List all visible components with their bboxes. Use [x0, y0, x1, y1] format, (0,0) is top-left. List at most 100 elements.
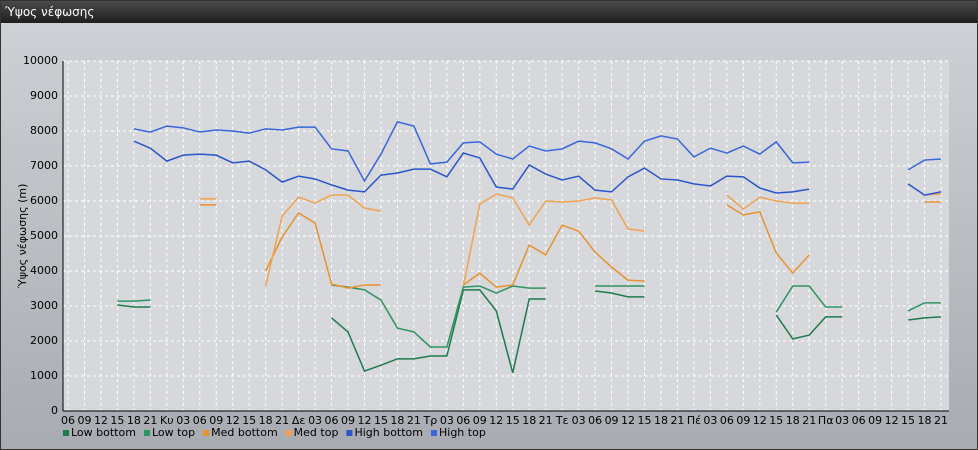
- x-tick-label: Κυ: [160, 414, 174, 427]
- chart: Ύψος νέφωσης (m) 0 1000 2000 3000 4000 5000 60…: [16, 54, 949, 439]
- series-line: [775, 314, 843, 340]
- x-tick-label: 03: [703, 414, 717, 427]
- series-line: [133, 121, 810, 183]
- x-tick-label: 12: [489, 414, 503, 427]
- legend-label: High top: [439, 426, 486, 439]
- y-tick-label: 1000: [30, 369, 58, 382]
- legend-swatch: [203, 430, 210, 436]
- x-tick-label: 15: [110, 414, 124, 427]
- x-tick-label: 21: [934, 414, 948, 427]
- x-tick-label: 09: [736, 414, 750, 427]
- series-line: [907, 302, 941, 312]
- legend-swatch: [431, 430, 437, 436]
- x-tick-label: 06: [720, 414, 734, 427]
- series-line: [462, 193, 645, 287]
- series-line: [775, 285, 843, 313]
- x-tick-label: 09: [209, 414, 223, 427]
- series-line: [726, 194, 810, 211]
- x-tick-label: 12: [885, 414, 899, 427]
- series-line: [117, 304, 151, 308]
- x-tick-label: 21: [407, 414, 421, 427]
- x-tick-label: 12: [226, 414, 240, 427]
- x-tick-label: 15: [638, 414, 652, 427]
- x-tick-label: 12: [621, 414, 635, 427]
- x-tick-label: Τε: [555, 414, 569, 427]
- x-tick-label: 06: [193, 414, 207, 427]
- series-line: [907, 316, 942, 321]
- x-tick-label: 21: [670, 414, 684, 427]
- x-tick-label: 18: [259, 414, 273, 427]
- legend-swatch: [346, 430, 353, 436]
- x-tick-label: Δε: [292, 414, 306, 427]
- series-line: [331, 289, 546, 374]
- series-line: [594, 290, 645, 298]
- x-tick-label: 15: [242, 414, 256, 427]
- series-line: [117, 299, 151, 302]
- y-tick-label: 7000: [30, 159, 58, 172]
- y-tick-label: 0: [51, 404, 58, 417]
- legend-label: Low bottom: [71, 426, 136, 439]
- x-tick-label: 15: [506, 414, 520, 427]
- x-tick-label: 06: [61, 414, 75, 427]
- x-tick-label: 03: [835, 414, 849, 427]
- series-line: [726, 204, 810, 275]
- x-tick-label: 03: [440, 414, 454, 427]
- x-tick-label: 12: [753, 414, 767, 427]
- series-line: [907, 158, 942, 171]
- x-tick-label: 18: [786, 414, 800, 427]
- y-tick-label: 5000: [30, 229, 58, 242]
- legend-swatch: [63, 430, 69, 436]
- x-tick-label: 06: [852, 414, 866, 427]
- x-tick-label: 09: [868, 414, 882, 427]
- legend-label: Low top: [152, 426, 195, 439]
- x-tick-label: 21: [275, 414, 289, 427]
- y-tick-label: 6000: [30, 194, 58, 207]
- x-tick-label: 06: [325, 414, 339, 427]
- y-tick-label: 3000: [30, 299, 58, 312]
- legend-label: Med bottom: [211, 426, 278, 439]
- x-tick-label: 21: [802, 414, 816, 427]
- x-tick-label: 15: [769, 414, 783, 427]
- x-tick-label: 12: [94, 414, 108, 427]
- y-axis-label: Ύψος νέφωσης (m): [16, 184, 29, 290]
- x-tick-label: 09: [341, 414, 355, 427]
- legend-swatch: [285, 430, 292, 436]
- x-tick-label: 15: [374, 414, 388, 427]
- x-tick-label: 15: [901, 414, 915, 427]
- x-tick-label: 18: [918, 414, 932, 427]
- x-tick-label: 03: [572, 414, 586, 427]
- series-line: [907, 183, 942, 196]
- x-tick-label: 06: [588, 414, 602, 427]
- x-tick-label: 18: [390, 414, 404, 427]
- y-tick-label: 2000: [30, 334, 58, 347]
- series-line: [264, 194, 382, 287]
- x-tick-label: 03: [308, 414, 322, 427]
- series-line: [264, 211, 381, 289]
- x-tick-label: 21: [143, 414, 157, 427]
- y-tick-label: 9000: [30, 89, 58, 102]
- x-tick-label: 09: [77, 414, 91, 427]
- y-tick-label: 4000: [30, 264, 58, 277]
- y-tick-label: 8000: [30, 124, 58, 137]
- x-tick-label: Πέ: [687, 414, 701, 427]
- x-tick-label: 03: [176, 414, 190, 427]
- series-line: [462, 224, 645, 288]
- x-tick-label: 12: [357, 414, 371, 427]
- x-tick-label: 09: [605, 414, 619, 427]
- series-line: [331, 284, 546, 348]
- x-tick-label: 21: [539, 414, 553, 427]
- title-bar: Ύψος νέφωσης: [1, 1, 977, 23]
- legend-label: High bottom: [354, 426, 423, 439]
- x-tick-label: 18: [522, 414, 536, 427]
- x-tick-label: 18: [127, 414, 141, 427]
- y-tick-label: 10000: [23, 54, 58, 67]
- x-tick-label: 09: [473, 414, 487, 427]
- legend-label: Med top: [294, 426, 339, 439]
- legend-swatch: [143, 430, 150, 436]
- x-tick-label: 06: [456, 414, 470, 427]
- x-tick-label: 18: [654, 414, 668, 427]
- x-tick-label: Πα: [818, 414, 834, 427]
- x-tick-label: Τρ: [423, 414, 438, 427]
- series-line: [133, 140, 810, 194]
